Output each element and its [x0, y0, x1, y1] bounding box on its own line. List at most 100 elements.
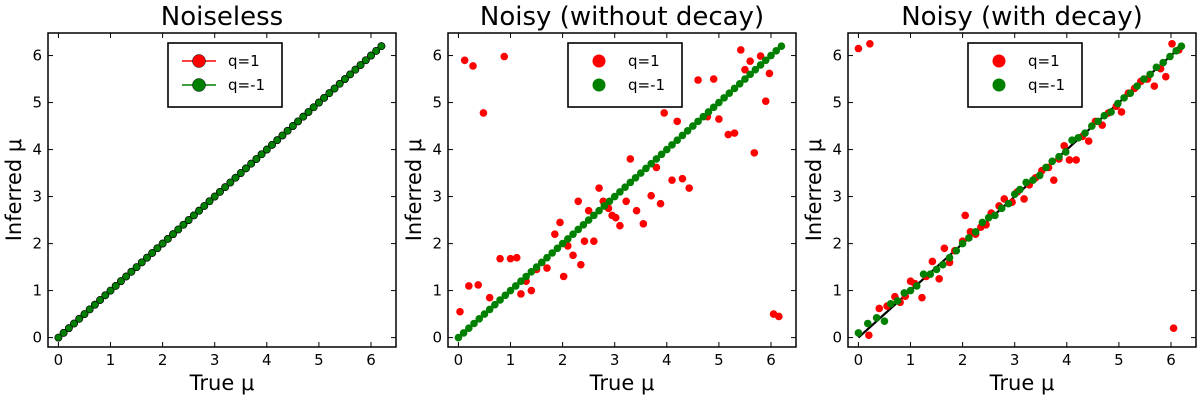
data-point [314, 98, 323, 107]
data-point [1049, 176, 1058, 184]
legend: q=1 q=-1 [167, 42, 283, 108]
y-tick-label: 2 [32, 235, 42, 253]
data-point [501, 291, 510, 300]
data-point [756, 61, 765, 69]
data-point [984, 213, 993, 222]
data-point [522, 272, 530, 281]
data-point [1150, 82, 1159, 90]
y-tick-label: 0 [432, 329, 442, 347]
data-point [527, 286, 536, 295]
data-point [1120, 94, 1128, 102]
data-point [724, 130, 733, 139]
data-point [506, 286, 515, 295]
data-point [278, 131, 287, 140]
data-point [1061, 148, 1070, 156]
data-point [367, 51, 375, 60]
data-point [610, 192, 619, 201]
data-point [475, 314, 484, 323]
data-point [122, 272, 131, 281]
axes-frame [47, 32, 397, 348]
data-point [163, 234, 172, 243]
series-q=-1 [454, 42, 786, 342]
data-point [765, 69, 774, 78]
data-point [474, 281, 483, 289]
data-point [912, 282, 921, 290]
x-tick-label: 6 [366, 351, 376, 369]
data-point [590, 211, 598, 220]
x-axis-label: True μ [589, 371, 655, 395]
data-point [580, 237, 589, 246]
data-point [341, 75, 349, 83]
data-point [746, 57, 754, 66]
data-point [945, 253, 954, 262]
data-point [1029, 176, 1037, 184]
data-point [863, 319, 872, 328]
data-point [283, 126, 292, 135]
data-point [689, 122, 697, 130]
data-point [330, 84, 339, 93]
data-point [1048, 157, 1057, 166]
data-point [616, 188, 624, 196]
data-point [652, 155, 661, 163]
data-point [1114, 99, 1122, 108]
y-tick-label: 3 [832, 188, 842, 206]
data-point [647, 191, 655, 200]
data-point [709, 75, 718, 83]
data-point [500, 52, 509, 61]
data-point [1146, 70, 1154, 79]
data-point [673, 117, 682, 126]
y-tick-label: 3 [32, 188, 42, 206]
data-point [537, 258, 546, 267]
x-tick-label: 2 [558, 351, 568, 369]
data-point [1166, 52, 1174, 61]
legend: q=1 q=-1 [567, 42, 683, 108]
y-tick-label: 3 [432, 188, 442, 206]
data-point [579, 220, 588, 229]
data-point [1107, 108, 1115, 116]
data-point [148, 249, 157, 257]
data-point [605, 197, 614, 206]
data-point [928, 257, 937, 266]
data-point [1055, 152, 1063, 161]
data-point [64, 324, 73, 333]
data-point [257, 150, 266, 159]
data-point [595, 206, 603, 215]
data-point [656, 199, 665, 208]
data-point [939, 260, 947, 269]
y-tick-label: 1 [832, 282, 842, 300]
data-point [527, 267, 536, 276]
data-point [584, 206, 593, 215]
data-point [647, 159, 655, 168]
data-point [906, 286, 915, 295]
data-point [569, 251, 577, 260]
legend-marker [192, 54, 206, 68]
data-point [479, 109, 488, 117]
data-point [459, 329, 468, 337]
axes-frame [847, 32, 1197, 348]
data-point [496, 254, 504, 263]
data-point [137, 258, 146, 267]
data-point [304, 108, 313, 116]
x-tick-label: 3 [210, 351, 220, 369]
data-point [761, 97, 770, 105]
x-tick-label: 1 [506, 351, 516, 369]
data-point [268, 140, 276, 149]
data-point [626, 155, 635, 163]
data-point [600, 202, 609, 210]
data-point [678, 174, 687, 183]
data-point [273, 136, 282, 145]
data-point [631, 173, 640, 182]
data-point [543, 253, 551, 262]
x-tick-label: 3 [610, 351, 620, 369]
data-point [663, 145, 671, 154]
data-point [590, 237, 598, 246]
data-point [351, 65, 360, 74]
data-point [111, 281, 120, 290]
data-point [174, 225, 183, 234]
data-point [465, 324, 473, 332]
data-point [668, 141, 676, 149]
data-point [694, 76, 702, 84]
data-point [621, 183, 629, 191]
y-tick-label: 5 [32, 94, 42, 112]
